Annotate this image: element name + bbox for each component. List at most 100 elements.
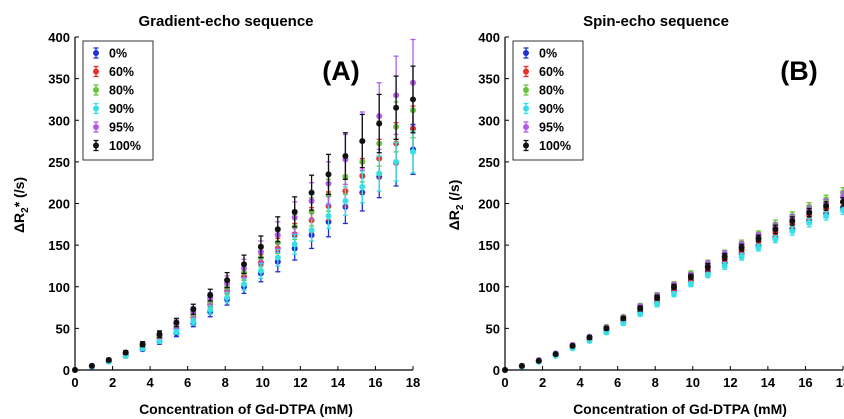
data-point (620, 315, 627, 322)
x-tick-label: 18 (836, 375, 844, 390)
chart-title: Gradient-echo sequence (138, 13, 313, 30)
x-tick-label: 16 (368, 375, 382, 390)
y-tick-label: 350 (48, 72, 70, 87)
data-point (393, 104, 400, 111)
legend-label: 60% (539, 65, 564, 79)
data-point (207, 307, 214, 314)
data-point (190, 318, 197, 325)
data-point (823, 212, 830, 219)
chart-title: Spin-echo sequence (583, 13, 729, 30)
data-point (393, 158, 400, 165)
x-tick-label: 12 (293, 375, 307, 390)
data-point (105, 357, 112, 364)
legend-label: 100% (539, 139, 571, 153)
x-axis-label: Concentration of Gd-DTPA (mM) (573, 401, 787, 417)
y-axis-label-main: ΔR (446, 210, 462, 230)
data-point (704, 263, 711, 270)
data-point (308, 227, 315, 234)
legend-swatch-marker (523, 50, 529, 56)
x-tick-label: 0 (501, 375, 508, 390)
y-axis-label-sub: 2 (455, 204, 466, 210)
chart-marks (72, 38, 416, 373)
data-point (376, 120, 383, 127)
data-point (620, 320, 627, 327)
y-tick-label: 50 (56, 321, 70, 336)
data-point (569, 342, 576, 349)
y-axis-label-sub: 2 (20, 207, 31, 213)
x-tick-label: 14 (331, 375, 346, 390)
y-axis-label: ΔR2 (/s) (446, 180, 466, 231)
x-tick-label: 10 (686, 375, 700, 390)
y-axis-label: ΔR2* (/s) (11, 177, 31, 233)
y-tick-label: 350 (478, 72, 500, 87)
data-point (207, 292, 214, 299)
chart-marks (502, 187, 844, 373)
x-tick-label: 8 (652, 375, 659, 390)
data-point (257, 267, 264, 274)
data-point (342, 153, 349, 160)
data-point (654, 294, 661, 301)
legend-swatch-marker (523, 124, 529, 130)
legend-label: 80% (539, 84, 564, 98)
data-point (359, 138, 366, 145)
chart-axes: 0 2 4 6 8 10 12 14 16 18 0 50 100 150 200 250 300 350 400 (478, 30, 844, 390)
y-tick-label: 100 (478, 280, 500, 295)
x-tick-label: 0 (71, 375, 78, 390)
legend-swatch-marker (523, 142, 529, 149)
data-point (376, 170, 383, 177)
x-tick-label: 12 (723, 375, 737, 390)
y-tick-label: 200 (478, 197, 500, 212)
data-point (156, 337, 163, 344)
data-point (224, 277, 231, 284)
y-tick-label: 300 (478, 113, 500, 128)
y-tick-label: 400 (48, 30, 70, 45)
data-point (291, 241, 298, 248)
data-point (637, 305, 644, 312)
data-point (410, 96, 416, 103)
data-point (410, 148, 416, 155)
data-point (535, 357, 542, 364)
panel-label: (A) (322, 56, 359, 86)
panel-label: (B) (780, 56, 817, 86)
data-point (738, 244, 745, 251)
legend-swatch-marker (93, 87, 99, 93)
y-axis-label-tail: (/s) (446, 180, 462, 205)
data-point (308, 189, 315, 196)
y-tick-label: 50 (486, 321, 500, 336)
data-point (755, 235, 762, 242)
x-tick-label: 2 (109, 375, 116, 390)
legend-label: 95% (109, 121, 134, 135)
y-tick-label: 150 (478, 238, 500, 253)
data-point (806, 209, 813, 216)
legend-swatch-marker (93, 68, 99, 75)
x-tick-label: 6 (184, 375, 191, 390)
data-point (291, 208, 298, 215)
data-point (721, 253, 728, 260)
y-tick-label: 0 (63, 363, 70, 378)
data-point (789, 227, 796, 234)
y-tick-label: 250 (48, 155, 70, 170)
y-tick-label: 100 (48, 280, 70, 295)
data-point (806, 219, 813, 226)
x-tick-label: 18 (406, 375, 420, 390)
data-point (772, 226, 779, 233)
x-tick-label: 10 (256, 375, 270, 390)
data-point (241, 281, 247, 288)
data-point (823, 202, 830, 209)
data-point (603, 325, 610, 332)
legend-label: 60% (109, 65, 134, 79)
legend-swatch-marker (93, 50, 99, 56)
legend-label: 80% (109, 84, 134, 98)
legend-swatch-marker (523, 105, 529, 112)
legend-label: 90% (109, 102, 134, 116)
legend-swatch-marker (93, 124, 99, 130)
chart-axes: 0 2 4 6 8 10 12 14 16 18 0 50 100 150 200 250 300 350 400 (48, 30, 420, 390)
data-point (840, 198, 844, 205)
data-point (772, 236, 779, 243)
series-5 (502, 197, 844, 373)
legend-label: 0% (539, 47, 557, 61)
chart-gradient-echo: Gradient-echo sequence (A) Concentration… (11, 13, 420, 417)
chart-legend: 0% 60% 80% 90% 95% 100% (512, 40, 584, 161)
chart-legend: 0% 60% 80% 90% 95% 100% (82, 40, 154, 161)
